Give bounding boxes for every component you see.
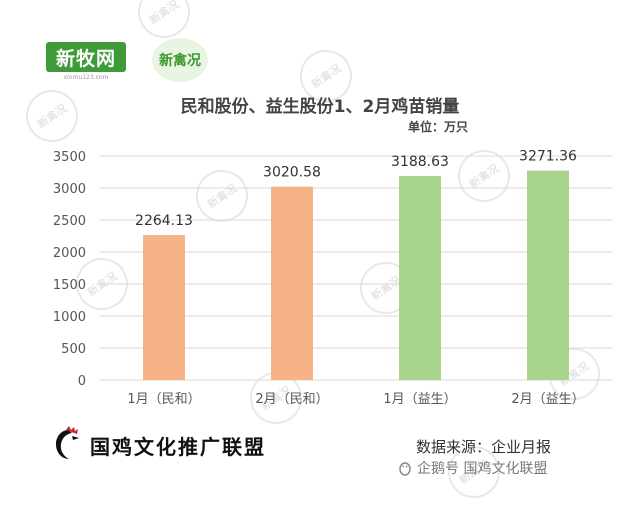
wechat-account: 企鹅号 国鸡文化联盟 — [398, 458, 547, 478]
y-tick-label: 3500 — [53, 150, 86, 165]
xinqinkuang-logo: 新禽况 — [152, 38, 208, 82]
y-tick-label: 2500 — [53, 214, 86, 229]
y-tick-label: 0 — [78, 374, 86, 389]
xinmu-logo-text: 新牧网 — [55, 47, 116, 70]
bar-value-label: 2264.13 — [135, 213, 193, 229]
footer-brand: 国鸡文化推广联盟 — [48, 425, 266, 465]
bar-value-label: 3020.58 — [263, 165, 321, 181]
gridlines — [100, 155, 612, 381]
rooster-icon — [56, 426, 79, 459]
bar-chart: 民和股份、益生股份1、2月鸡苗销量 单位：万只 0 500 1000 1500 2000… — [53, 96, 612, 407]
footer-brand-text: 国鸡文化推广联盟 — [90, 434, 266, 459]
y-axis-ticks: 0 500 1000 1500 2000 2500 3000 3500 — [53, 150, 86, 389]
x-tick-label: 1月（民和） — [127, 392, 200, 407]
x-tick-label: 2月（益生） — [511, 392, 584, 407]
bars — [143, 170, 569, 380]
bar — [271, 186, 313, 380]
bar-value-label: 3188.63 — [391, 154, 449, 170]
penguin-icon — [399, 462, 411, 476]
bar — [527, 170, 569, 380]
xinmu-logo-sub: xinmu123.com — [63, 74, 109, 81]
bar-value-label: 3271.36 — [519, 149, 577, 165]
y-tick-label: 3000 — [53, 182, 86, 197]
data-source: 数据来源：企业月报 — [416, 438, 552, 456]
x-axis-ticks: 1月（民和） 2月（民和） 1月（益生） 2月（益生） — [127, 392, 584, 407]
xinmu-logo: 新牧网 — [46, 42, 126, 72]
y-tick-label: 500 — [61, 342, 86, 357]
chart-unit-label: 单位：万只 — [408, 119, 468, 134]
y-tick-label: 1500 — [53, 278, 86, 293]
value-labels: 2264.13 3020.58 3188.63 3271.36 — [135, 149, 577, 229]
chart-title: 民和股份、益生股份1、2月鸡苗销量 — [181, 96, 460, 117]
y-tick-label: 1000 — [53, 310, 86, 325]
bar — [399, 175, 441, 380]
x-tick-label: 2月（民和） — [255, 392, 328, 407]
xinqinkuang-logo-text: 新禽况 — [159, 53, 201, 69]
wechat-account-text: 企鹅号 国鸡文化联盟 — [417, 461, 548, 477]
x-tick-label: 1月（益生） — [383, 392, 456, 407]
bar — [143, 235, 185, 380]
y-tick-label: 2000 — [53, 246, 86, 261]
